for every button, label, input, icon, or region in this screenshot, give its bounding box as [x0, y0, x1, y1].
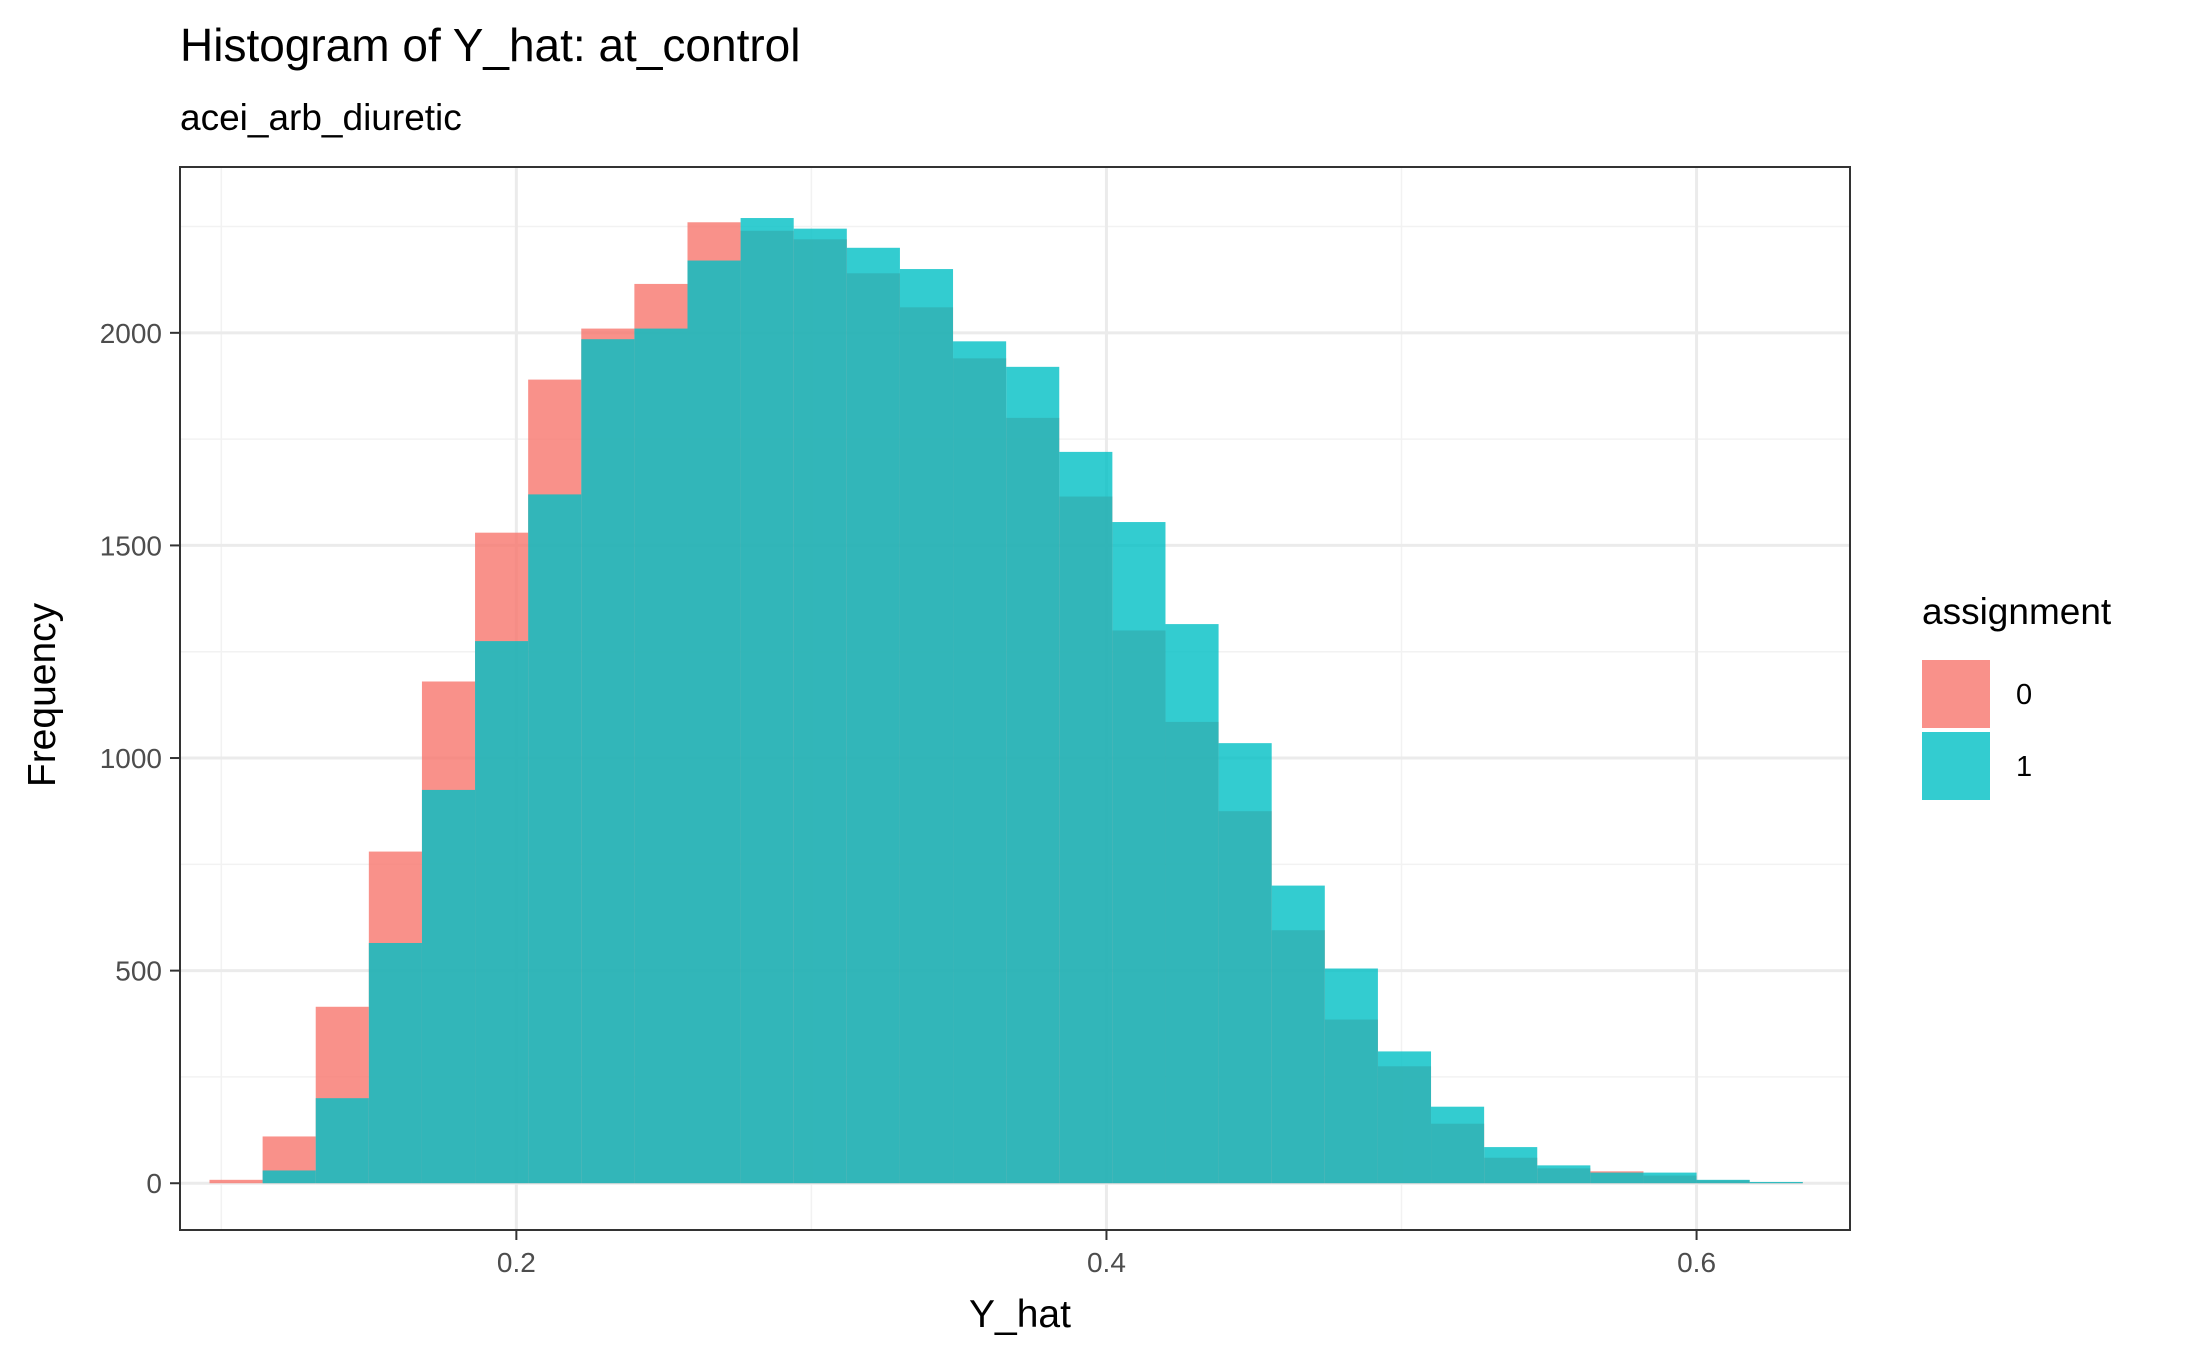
legend-swatch-1	[1922, 732, 1990, 800]
histogram-bar-series-1	[1643, 1172, 1697, 1184]
y-tick-label: 500	[115, 956, 162, 987]
histogram-bar-series-1	[1537, 1165, 1591, 1184]
histogram-bar-series-0	[209, 1179, 263, 1184]
histogram-bar-series-1	[421, 789, 476, 1184]
plot-border	[179, 166, 1851, 1231]
legend-label-1: 1	[2016, 751, 2032, 783]
panel-border	[179, 166, 1851, 1231]
histogram-bar-series-1	[1484, 1147, 1538, 1184]
chart-subtitle: acei_arb_diuretic	[180, 97, 462, 138]
histogram-bar-series-1	[634, 328, 688, 1184]
y-axis: 0 500 1000 1500 2000	[100, 318, 180, 1199]
histogram-bar-series-1	[581, 339, 635, 1184]
x-axis: 0.2 0.4 0.6	[497, 1230, 1716, 1278]
histogram-bar-series-1	[1006, 366, 1060, 1184]
histogram-bar-series-1	[846, 247, 900, 1184]
y-axis-title: Frequency	[21, 602, 64, 787]
legend-title: assignment	[1922, 591, 2112, 632]
y-tick-label: 1000	[100, 743, 162, 774]
x-tick-label: 0.4	[1087, 1247, 1126, 1278]
y-tick-label: 1500	[100, 530, 162, 561]
histogram-bar-series-1	[1590, 1172, 1644, 1184]
histogram-bar-series-1	[1059, 451, 1113, 1184]
x-axis-title: Y_hat	[969, 1293, 1071, 1336]
y-tick-label: 2000	[100, 318, 162, 349]
x-tick-label: 0.2	[497, 1247, 536, 1278]
histogram-bar-series-1	[740, 218, 794, 1184]
histogram-bar-series-1	[1218, 743, 1272, 1184]
histogram-bar-series-1	[1112, 522, 1166, 1184]
legend: assignment 0 1	[1922, 591, 2112, 800]
histogram-bar-series-1	[793, 228, 847, 1184]
histogram-bar-series-1	[1431, 1106, 1485, 1184]
histogram-bar-series-1	[1324, 968, 1378, 1184]
histogram-bar-series-1	[1749, 1181, 1803, 1184]
histogram-bar-series-1	[368, 942, 422, 1184]
histogram-bar-series-1	[1377, 1051, 1432, 1184]
legend-swatch-0	[1922, 660, 1990, 728]
x-tick-label: 0.6	[1677, 1247, 1716, 1278]
series-1-bars	[262, 218, 1803, 1184]
histogram-bar-series-1	[687, 260, 741, 1184]
chart-title: Histogram of Y_hat: at_control	[180, 19, 800, 71]
histogram-bar-series-1	[262, 1170, 316, 1184]
histogram-bar-series-1	[1271, 885, 1325, 1184]
histogram-bar-series-1	[528, 494, 582, 1184]
legend-label-0: 0	[2016, 679, 2032, 711]
histogram-bar-series-1	[315, 1098, 369, 1184]
histogram-bar-series-1	[899, 269, 954, 1184]
histogram-bar-series-1	[475, 641, 529, 1184]
histogram-bar-series-1	[1165, 624, 1219, 1184]
histogram-bar-series-1	[1696, 1179, 1750, 1184]
y-tick-label: 0	[146, 1168, 162, 1199]
histogram-bar-series-1	[953, 341, 1007, 1184]
